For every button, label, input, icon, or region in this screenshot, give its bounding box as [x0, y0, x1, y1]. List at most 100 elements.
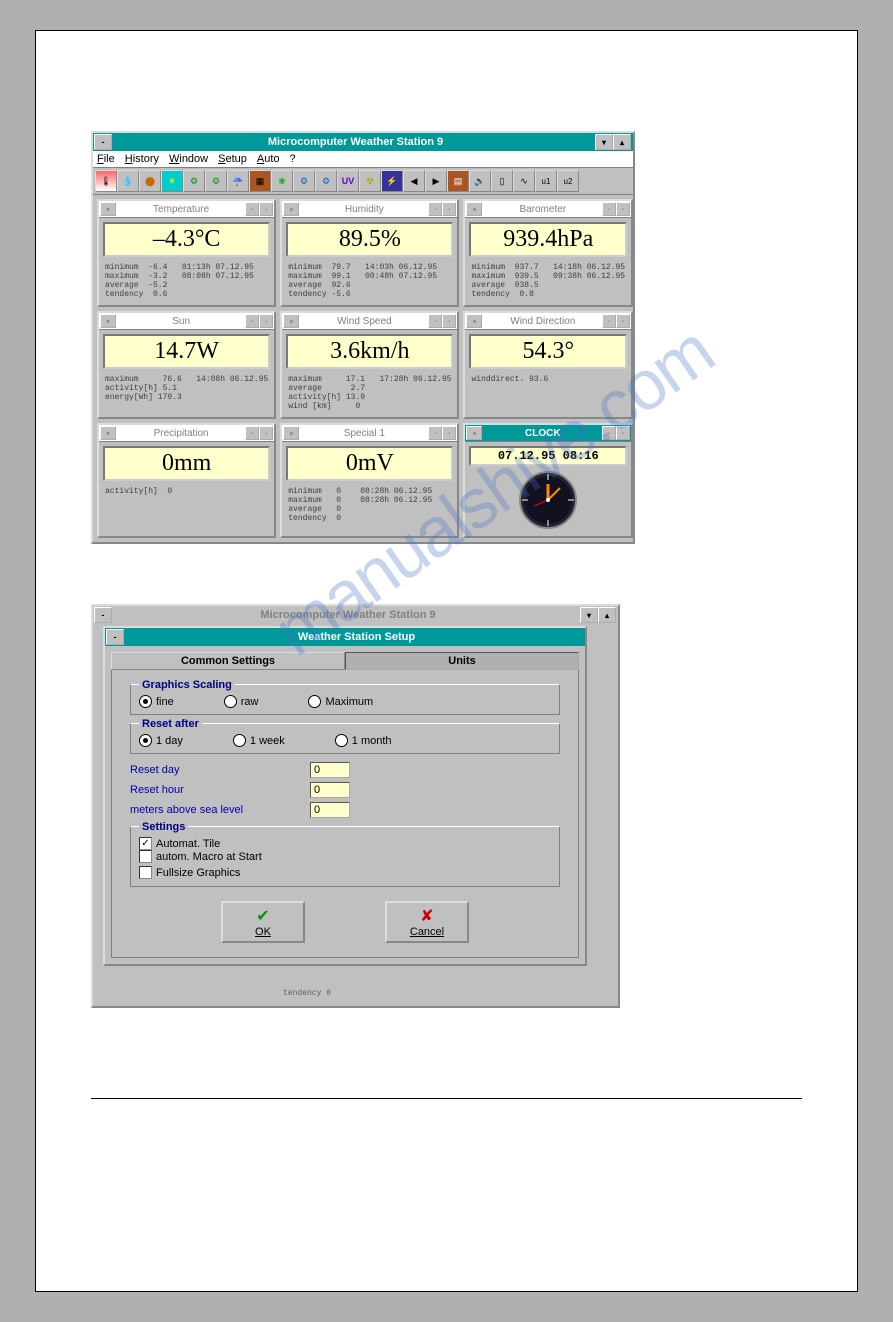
- reset-hour-input[interactable]: [310, 782, 350, 798]
- group1-icon[interactable]: ⚙: [183, 170, 205, 192]
- left-icon[interactable]: ◀: [403, 170, 425, 192]
- u1-icon[interactable]: u1: [535, 170, 557, 192]
- tab-units[interactable]: Units: [345, 652, 579, 670]
- panel-sys-icon[interactable]: ▫: [100, 314, 116, 328]
- masl-input[interactable]: [310, 802, 350, 818]
- panel-min-icon[interactable]: ·: [428, 426, 442, 440]
- temperature-value: –4.3°C: [103, 222, 270, 257]
- panel-sys-icon[interactable]: ▫: [100, 202, 116, 216]
- wind-direction-title: Wind Direction: [483, 316, 602, 327]
- panel-sys-icon[interactable]: ▫: [466, 202, 482, 216]
- panel-max-icon[interactable]: ·: [259, 202, 273, 216]
- temperature-panel: ▫Temperature·· –4.3°C minimum -6.4 01:13…: [97, 199, 276, 307]
- rad-icon[interactable]: ☢: [359, 170, 381, 192]
- panel-max-icon[interactable]: ·: [616, 314, 630, 328]
- group3-icon[interactable]: ⚙: [293, 170, 315, 192]
- wave-icon[interactable]: ∿: [513, 170, 535, 192]
- panel-sys-icon[interactable]: ▫: [466, 314, 482, 328]
- tab-common[interactable]: Common Settings: [111, 652, 345, 670]
- right-icon[interactable]: ▶: [425, 170, 447, 192]
- group-reset-label: Reset after: [139, 718, 202, 730]
- group2-icon[interactable]: ⚙: [205, 170, 227, 192]
- check-autotile[interactable]: ✓Automat. Tile: [139, 837, 220, 850]
- panel-min-icon[interactable]: ·: [428, 202, 442, 216]
- panel-sys-icon[interactable]: ▫: [283, 202, 299, 216]
- ok-button[interactable]: ✔ OK: [221, 901, 305, 943]
- barometer-stats: minimum 937.7 14:18h 06.12.95 maximum 93…: [465, 261, 631, 305]
- panel-max-icon[interactable]: ·: [616, 202, 630, 216]
- precipitation-stats: activity[h] 0: [99, 485, 274, 502]
- menu-help[interactable]: ?: [290, 153, 296, 165]
- menu-bar: File History Window Setup Auto ?: [93, 151, 633, 168]
- group4-icon[interactable]: ⚙: [315, 170, 337, 192]
- panel-min-icon[interactable]: ·: [602, 202, 616, 216]
- reset-day-input[interactable]: [310, 762, 350, 778]
- menu-window[interactable]: Window: [169, 153, 208, 165]
- precipitation-value: 0mm: [103, 446, 270, 481]
- minimize-icon[interactable]: ▾: [580, 607, 598, 623]
- wind-speed-stats: maximum 17.1 17:28h 06.12.95 average 2.7…: [282, 373, 457, 417]
- system-menu-icon[interactable]: -: [94, 134, 112, 150]
- check-fullsize[interactable]: Fullsize Graphics: [139, 866, 240, 879]
- panel-max-icon[interactable]: ·: [442, 202, 456, 216]
- chart-icon[interactable]: ▤: [447, 170, 469, 192]
- thermo-icon[interactable]: 🌡: [95, 170, 117, 192]
- leaf-icon[interactable]: ❀: [271, 170, 293, 192]
- panel-sys-icon[interactable]: ▫: [100, 426, 116, 440]
- menu-auto[interactable]: Auto: [257, 153, 280, 165]
- menu-file[interactable]: File: [97, 153, 115, 165]
- menu-setup[interactable]: Setup: [218, 153, 247, 165]
- doc-icon[interactable]: ▯: [491, 170, 513, 192]
- close-icon: ✘: [420, 906, 433, 926]
- radio-maximum[interactable]: Maximum: [308, 695, 373, 708]
- radio-1month[interactable]: 1 month: [335, 734, 392, 747]
- check-automacro[interactable]: autom. Macro at Start: [139, 850, 262, 863]
- minimize-icon[interactable]: ▾: [595, 134, 613, 150]
- clock-panel: ▫CLOCK·· 07.12.95 08:16: [463, 423, 633, 538]
- cancel-button[interactable]: ✘ Cancel: [385, 901, 469, 943]
- sun-icon[interactable]: ☀: [161, 170, 183, 192]
- panel-max-icon[interactable]: ·: [442, 426, 456, 440]
- panel-min-icon[interactable]: ·: [602, 426, 616, 440]
- sun-panel: ▫Sun·· 14.7W maximum 76.6 14:08h 06.12.9…: [97, 311, 276, 419]
- baro-icon[interactable]: ⬤: [139, 170, 161, 192]
- humidity-stats: minimum 79.7 14:03h 06.12.95 maximum 99.…: [282, 261, 457, 305]
- maximize-icon[interactable]: ▴: [598, 607, 616, 623]
- radio-1day[interactable]: 1 day: [139, 734, 183, 747]
- maximize-icon[interactable]: ▴: [613, 134, 631, 150]
- system-menu-icon[interactable]: -: [106, 629, 124, 645]
- panel-max-icon[interactable]: ·: [616, 426, 630, 440]
- panel-min-icon[interactable]: ·: [245, 314, 259, 328]
- sun-stats: maximum 76.6 14:08h 06.12.95 activity[h]…: [99, 373, 274, 408]
- panel-sys-icon[interactable]: ▫: [283, 314, 299, 328]
- clock-title: CLOCK: [483, 428, 602, 439]
- rain-icon[interactable]: ☔: [227, 170, 249, 192]
- panel-sys-icon[interactable]: ▫: [283, 426, 299, 440]
- panel-min-icon[interactable]: ·: [245, 202, 259, 216]
- field-masl: meters above sea level: [130, 802, 560, 818]
- radio-1day-label: 1 day: [156, 735, 183, 747]
- special1-title: Special 1: [300, 428, 428, 439]
- radio-fine[interactable]: fine: [139, 695, 174, 708]
- radio-raw[interactable]: raw: [224, 695, 259, 708]
- panel-min-icon[interactable]: ·: [428, 314, 442, 328]
- humid-icon[interactable]: 💧: [117, 170, 139, 192]
- uv-icon[interactable]: UV: [337, 170, 359, 192]
- panel-sys-icon[interactable]: ▫: [466, 426, 482, 440]
- panel-max-icon[interactable]: ·: [259, 314, 273, 328]
- toolbar: 🌡 💧 ⬤ ☀ ⚙ ⚙ ☔ ▦ ❀ ⚙ ⚙ UV ☢ ⚡ ◀ ▶ ▤ 🔊 ▯ ∿…: [93, 168, 633, 195]
- panel-min-icon[interactable]: ·: [245, 426, 259, 440]
- panel-max-icon[interactable]: ·: [442, 314, 456, 328]
- radio-1week[interactable]: 1 week: [233, 734, 285, 747]
- system-menu-icon[interactable]: -: [94, 607, 112, 623]
- main-window: - Microcomputer Weather Station 9 ▾ ▴ Fi…: [91, 131, 635, 544]
- wind-speed-panel: ▫Wind Speed·· 3.6km/h maximum 17.1 17:28…: [280, 311, 459, 419]
- u2-icon[interactable]: u2: [557, 170, 579, 192]
- speaker-icon[interactable]: 🔊: [469, 170, 491, 192]
- menu-history[interactable]: History: [125, 153, 159, 165]
- panel-min-icon[interactable]: ·: [602, 314, 616, 328]
- group-graphics-scaling: Graphics Scaling fine raw Maximum: [130, 684, 560, 715]
- brick-icon[interactable]: ▦: [249, 170, 271, 192]
- bolt-icon[interactable]: ⚡: [381, 170, 403, 192]
- panel-max-icon[interactable]: ·: [259, 426, 273, 440]
